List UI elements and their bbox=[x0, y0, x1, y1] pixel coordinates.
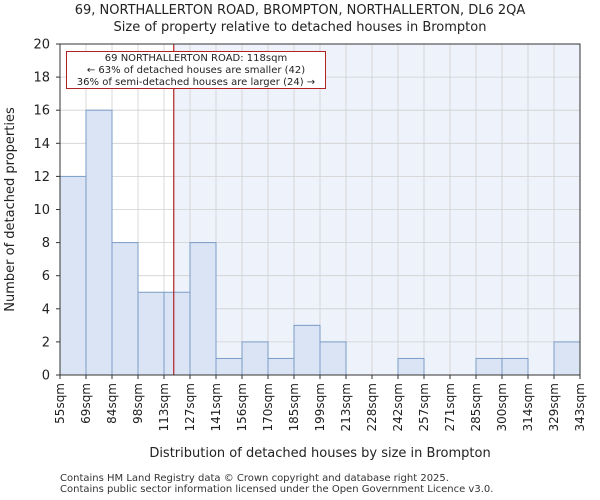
x-tick-label: 213sqm bbox=[339, 383, 353, 431]
bar bbox=[553, 341, 581, 376]
y-axis-label: Number of detached properties bbox=[3, 107, 18, 312]
y-tick-label: 12 bbox=[33, 170, 50, 185]
y-tick-label: 18 bbox=[33, 71, 50, 86]
y-tick-label: 6 bbox=[42, 269, 50, 284]
x-tick-label: 113sqm bbox=[157, 383, 171, 431]
footer-line-2: Contains public sector information licen… bbox=[60, 484, 494, 495]
bar bbox=[163, 291, 191, 376]
x-tick-label: 329sqm bbox=[547, 383, 561, 431]
x-tick-label: 141sqm bbox=[209, 383, 223, 431]
x-tick-label: 257sqm bbox=[417, 383, 431, 431]
annotation-box: 69 NORTHALLERTON ROAD: 118sqm ← 63% of d… bbox=[66, 51, 326, 89]
bar bbox=[241, 341, 269, 376]
bar bbox=[293, 324, 321, 376]
y-tick-label: 10 bbox=[33, 203, 50, 218]
x-tick-label: 228sqm bbox=[365, 383, 379, 431]
y-tick-label: 14 bbox=[33, 137, 50, 152]
x-tick-label: 300sqm bbox=[495, 383, 509, 431]
x-tick-label: 314sqm bbox=[521, 383, 535, 431]
x-tick-label: 285sqm bbox=[469, 383, 483, 431]
x-tick-label: 242sqm bbox=[391, 383, 405, 431]
annotation-line-1: 69 NORTHALLERTON ROAD: 118sqm bbox=[104, 53, 288, 64]
x-tick-label: 343sqm bbox=[573, 383, 587, 431]
x-tick-label: 156sqm bbox=[235, 383, 249, 431]
x-tick-label: 98sqm bbox=[131, 383, 145, 424]
x-tick-label: 199sqm bbox=[313, 383, 327, 431]
y-tick-label: 16 bbox=[33, 104, 50, 119]
annotation-line-2: ← 63% of detached houses are smaller (42… bbox=[86, 65, 306, 76]
x-tick-label: 170sqm bbox=[261, 383, 275, 431]
x-tick-label: 69sqm bbox=[79, 383, 93, 424]
bar bbox=[85, 109, 113, 376]
x-tick-label: 127sqm bbox=[183, 383, 197, 431]
x-tick-label: 271sqm bbox=[443, 383, 457, 431]
x-axis-label: Distribution of detached houses by size … bbox=[149, 446, 490, 461]
y-tick-label: 20 bbox=[33, 38, 50, 53]
y-tick-label: 8 bbox=[42, 236, 50, 251]
bar bbox=[501, 357, 529, 376]
bar bbox=[137, 291, 165, 376]
annotation-line-3: 36% of semi-detached houses are larger (… bbox=[76, 77, 316, 88]
bar bbox=[267, 357, 295, 376]
bar bbox=[397, 357, 425, 376]
y-tick-label: 2 bbox=[42, 335, 50, 350]
bar bbox=[189, 242, 217, 376]
bar bbox=[319, 341, 347, 376]
x-tick-label: 55sqm bbox=[53, 383, 67, 424]
x-tick-label: 185sqm bbox=[287, 383, 301, 431]
x-tick-label: 84sqm bbox=[105, 383, 119, 424]
chart-subtitle: Size of property relative to detached ho… bbox=[113, 20, 487, 35]
bar bbox=[215, 357, 243, 376]
footer-line-1: Contains HM Land Registry data © Crown c… bbox=[60, 473, 449, 484]
bar bbox=[59, 175, 87, 376]
y-tick-label: 0 bbox=[42, 369, 50, 384]
bar bbox=[475, 357, 503, 376]
chart-title: 69, NORTHALLERTON ROAD, BROMPTON, NORTHA… bbox=[74, 3, 526, 18]
y-tick-label: 4 bbox=[42, 302, 50, 317]
bar bbox=[111, 242, 139, 376]
